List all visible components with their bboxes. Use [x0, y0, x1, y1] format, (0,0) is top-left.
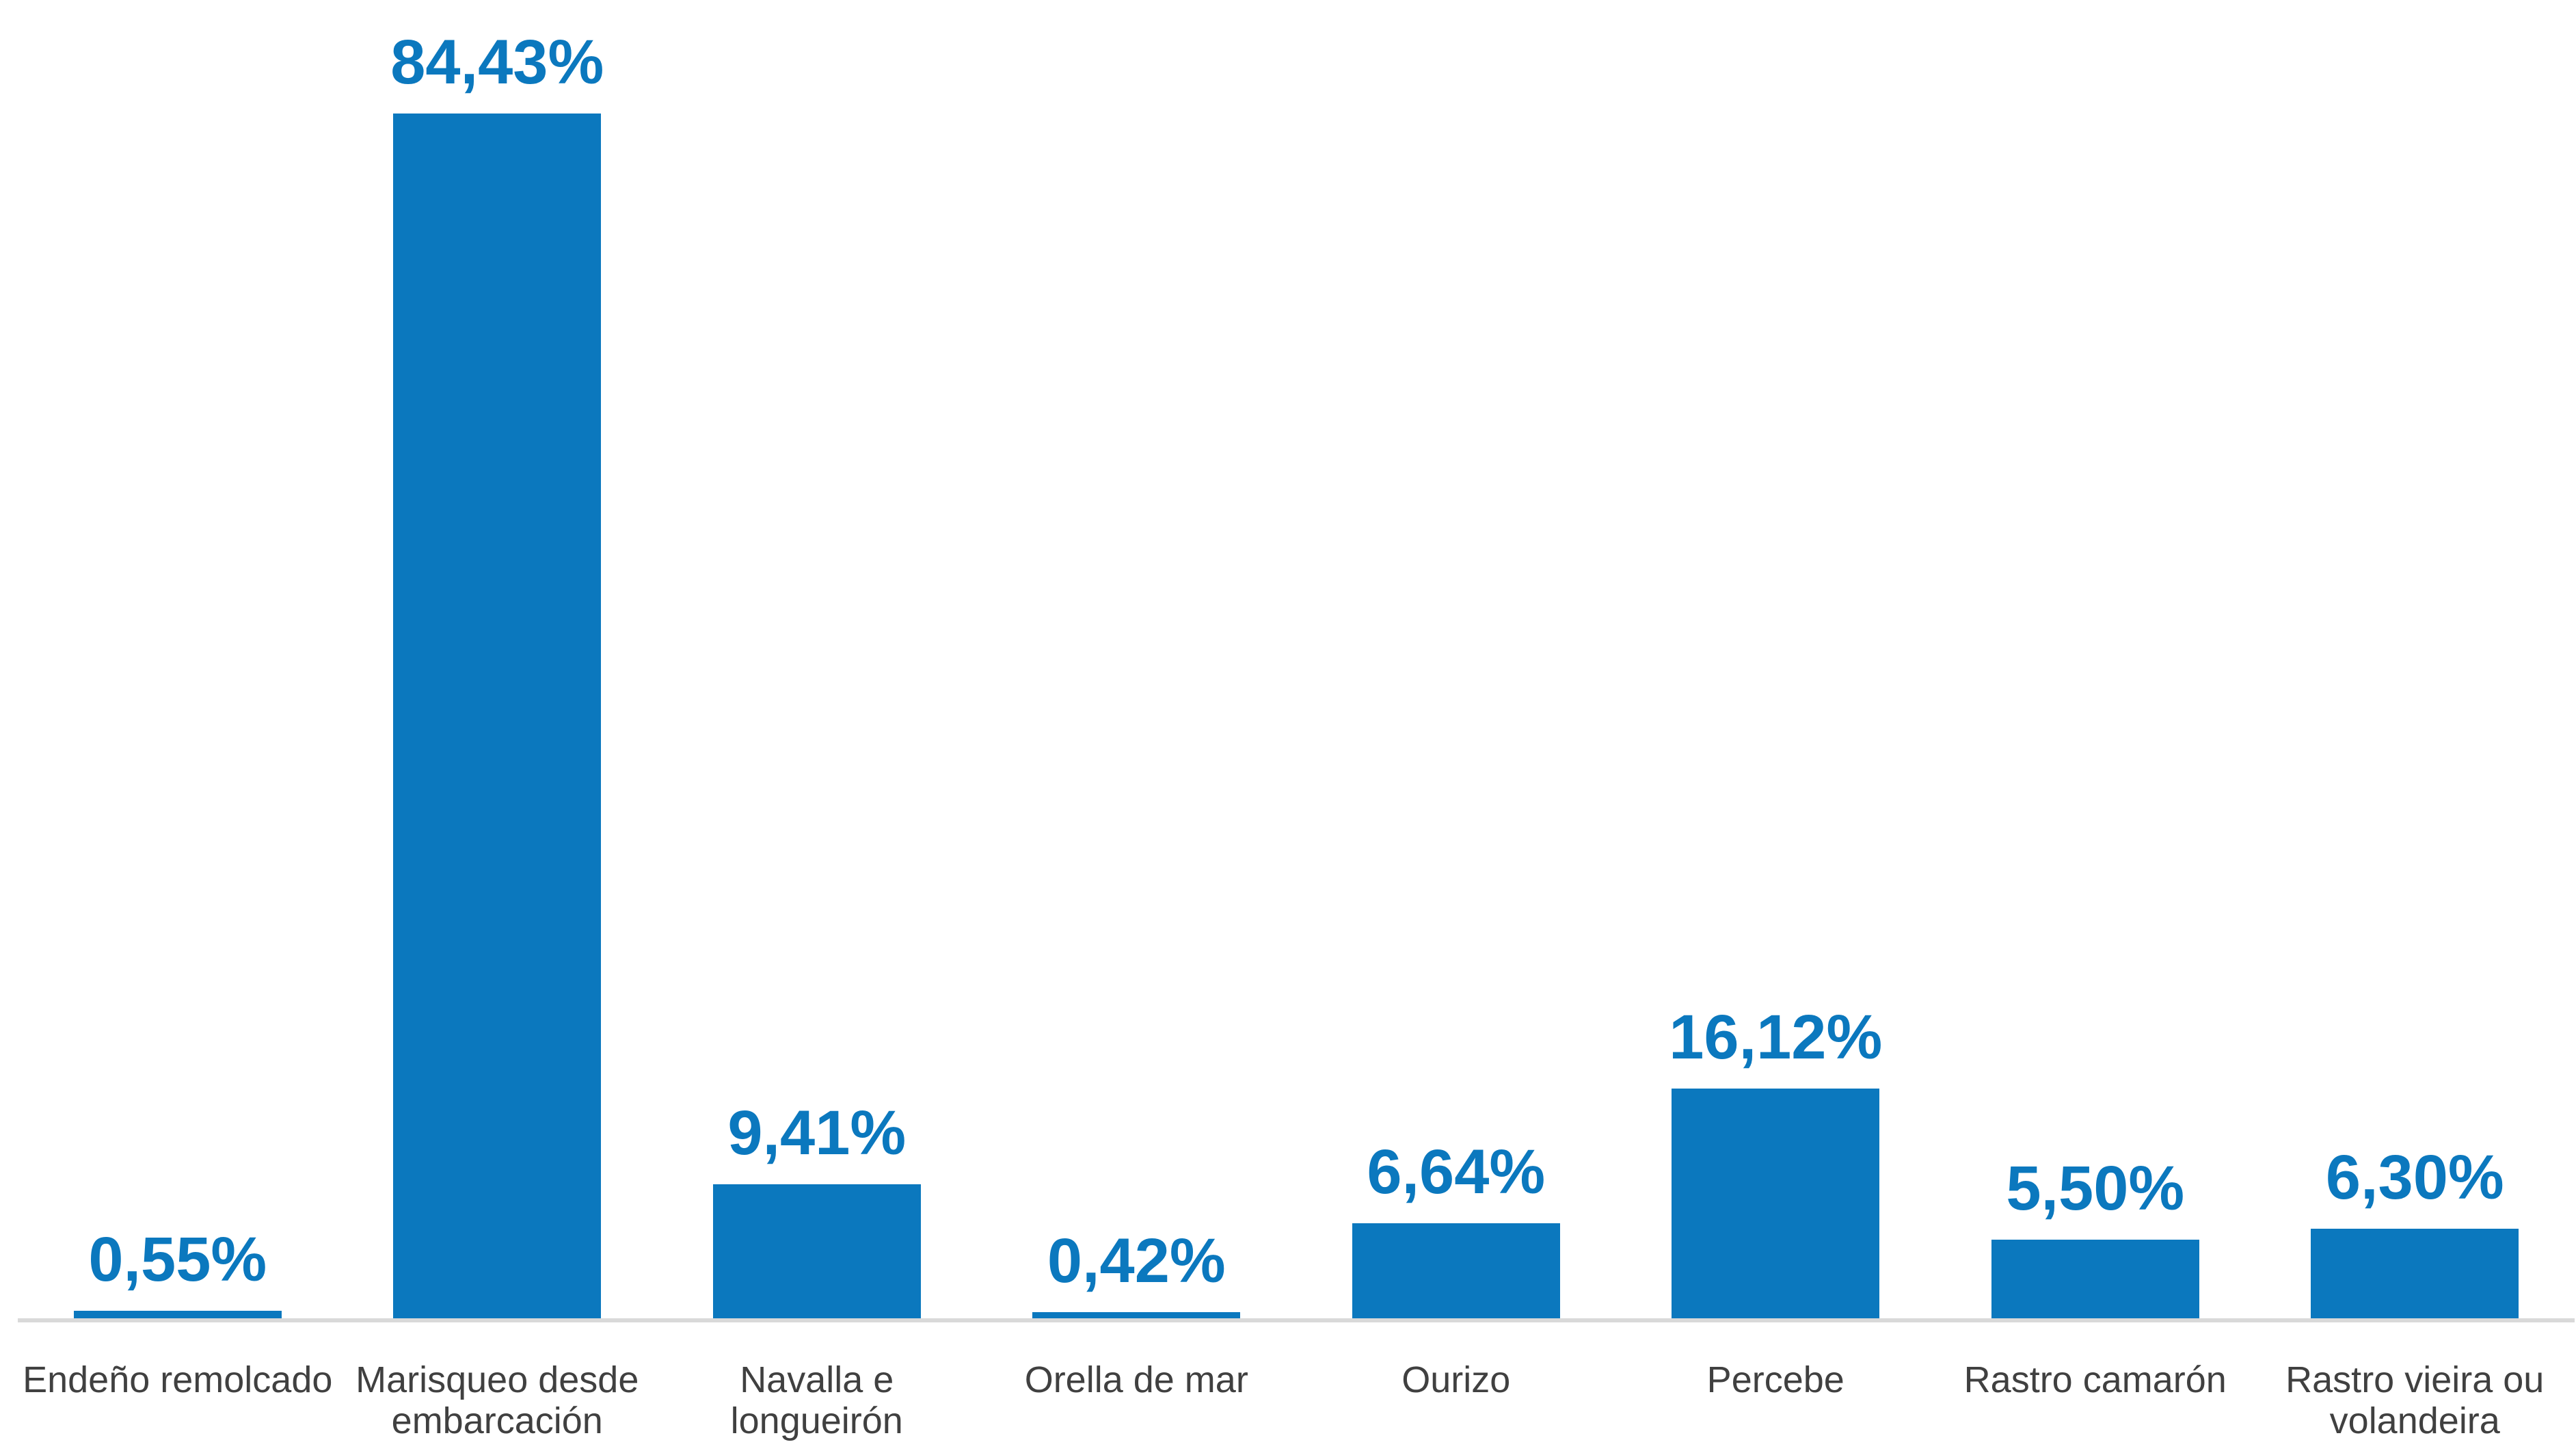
bar-column: 16,12%	[1616, 0, 1936, 1318]
bar-column: 6,64%	[1296, 0, 1616, 1318]
bar-column: 84,43%	[338, 0, 658, 1318]
x-axis-category-label: Rastro vieira ou volandeira	[2285, 1359, 2545, 1442]
bar-value-label: 6,30%	[2325, 1143, 2504, 1213]
bar[interactable]	[393, 114, 602, 1318]
x-axis-labels: Endeño remolcado Marisqueo desde embarcac…	[18, 1359, 2575, 1442]
x-axis-category-label: Percebe	[1706, 1359, 1844, 1400]
bar-column: 0,42%	[977, 0, 1297, 1318]
bar[interactable]	[1032, 1312, 1241, 1318]
bar-value-label: 0,55%	[88, 1225, 267, 1295]
bar[interactable]	[712, 1184, 921, 1318]
plot-area: 0,55% 84,43% 9,41% 0,42% 6,64% 16,12% 5,50% 6,3…	[18, 0, 2575, 1322]
x-axis-category-label: Rastro camarón	[1963, 1359, 2227, 1400]
bar-column: 9,41%	[657, 0, 977, 1318]
bar[interactable]	[73, 1311, 282, 1318]
bar-value-label: 16,12%	[1669, 1002, 1883, 1073]
bar[interactable]	[1672, 1089, 1880, 1318]
x-axis-category-label: Ourizo	[1401, 1359, 1511, 1400]
x-axis-category-label: Marisqueo desde embarcación	[355, 1359, 639, 1442]
bar-value-label: 84,43%	[390, 27, 604, 98]
bar-value-label: 5,50%	[2006, 1154, 2185, 1224]
bar-value-label: 9,41%	[727, 1098, 907, 1169]
x-axis-category-label: Endeño remolcado	[23, 1359, 333, 1400]
bar[interactable]	[1352, 1223, 1560, 1318]
bar-value-label: 6,64%	[1367, 1137, 1546, 1208]
x-axis-category-label: Navalla e longueirón	[730, 1359, 903, 1442]
x-axis-category-label: Orella de mar	[1024, 1359, 1248, 1400]
bar[interactable]	[1991, 1240, 2199, 1318]
bar-value-label: 0,42%	[1047, 1226, 1226, 1296]
bar[interactable]	[2311, 1229, 2519, 1318]
bar-column: 5,50%	[1935, 0, 2255, 1318]
bar-column: 6,30%	[2255, 0, 2575, 1318]
bar-column: 0,55%	[18, 0, 338, 1318]
